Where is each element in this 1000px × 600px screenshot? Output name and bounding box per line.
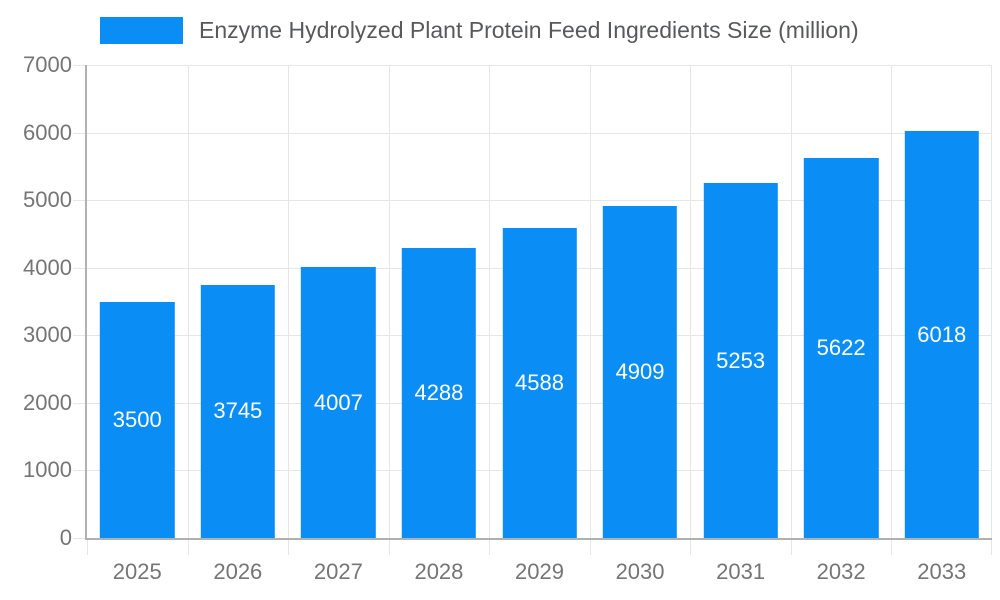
y-axis-tick xyxy=(73,335,85,337)
y-axis-label: 1000 xyxy=(23,457,72,483)
x-axis-label: 2030 xyxy=(615,559,665,584)
x-axis-label: 2031 xyxy=(716,559,766,584)
bar-value-label: 4909 xyxy=(615,359,665,385)
x-axis-label: 2033 xyxy=(917,559,967,584)
y-axis-tick xyxy=(73,402,85,404)
bar-value-label: 5253 xyxy=(716,347,766,373)
y-axis-label: 3000 xyxy=(23,322,72,348)
gridline-vertical xyxy=(489,65,491,538)
bar[interactable]: 3745 xyxy=(200,284,276,538)
legend-swatch-icon xyxy=(100,17,183,44)
gridline-vertical xyxy=(187,65,189,538)
legend[interactable]: Enzyme Hydrolyzed Plant Protein Feed Ing… xyxy=(100,17,859,44)
y-axis-label: 6000 xyxy=(23,119,72,145)
gridline-horizontal xyxy=(87,65,992,66)
x-axis-tick xyxy=(891,540,893,555)
gridline-vertical xyxy=(991,65,992,538)
gridline-vertical xyxy=(690,65,692,538)
x-axis-tick xyxy=(288,540,290,555)
x-axis-tick xyxy=(489,540,491,555)
bar-value-label: 4007 xyxy=(313,389,363,415)
bar[interactable]: 3500 xyxy=(100,301,175,538)
bar-value-label: 3500 xyxy=(112,406,162,432)
y-axis-tick xyxy=(73,132,85,134)
legend-label: Enzyme Hydrolyzed Plant Protein Feed Ing… xyxy=(199,17,859,43)
y-axis-tick xyxy=(73,200,85,202)
x-axis-label: 2027 xyxy=(313,559,363,584)
x-axis-label: 2025 xyxy=(112,559,162,584)
x-axis-label: 2028 xyxy=(414,559,464,584)
bar[interactable]: 5253 xyxy=(703,183,778,538)
gridline-horizontal xyxy=(87,132,992,134)
y-axis-label: 4000 xyxy=(23,254,72,280)
y-axis-tick xyxy=(73,65,85,66)
x-axis-tick xyxy=(790,540,792,555)
gridline-vertical xyxy=(790,65,792,538)
x-axis-tick xyxy=(187,540,189,555)
gridline-vertical xyxy=(288,65,290,538)
bar[interactable]: 4909 xyxy=(602,206,678,538)
gridline-vertical xyxy=(891,65,893,538)
y-axis-label: 7000 xyxy=(23,52,72,77)
bar[interactable]: 6018 xyxy=(904,131,979,538)
bar-value-label: 6018 xyxy=(917,321,967,347)
x-axis-label: 2026 xyxy=(213,559,263,584)
x-axis-tick xyxy=(388,540,390,555)
y-axis-tick xyxy=(73,267,85,269)
gridline-vertical xyxy=(589,65,591,538)
bar[interactable]: 4288 xyxy=(401,248,477,538)
y-axis-label: 5000 xyxy=(23,187,72,213)
y-axis-tick xyxy=(73,470,85,472)
bar-value-label: 4588 xyxy=(515,369,564,395)
y-axis-tick xyxy=(73,538,85,539)
x-axis-tick xyxy=(690,540,692,555)
x-axis-label: 2029 xyxy=(515,559,564,584)
bar[interactable]: 4588 xyxy=(502,227,577,538)
bar[interactable]: 5622 xyxy=(803,158,879,538)
bar-value-label: 5622 xyxy=(816,335,866,361)
gridline-vertical xyxy=(388,65,390,538)
bar-value-label: 4288 xyxy=(414,380,464,406)
x-axis-tick xyxy=(991,540,992,555)
x-axis-tick xyxy=(87,540,88,555)
x-axis-label: 2032 xyxy=(816,559,866,584)
bar-value-label: 3745 xyxy=(213,398,263,424)
gridline-horizontal xyxy=(87,200,992,202)
bar[interactable]: 4007 xyxy=(301,267,376,538)
y-axis-label: 2000 xyxy=(23,389,72,415)
x-axis-tick xyxy=(589,540,591,555)
y-axis-label: 0 xyxy=(59,525,72,550)
plot-area: 0 1000 2000 3000 4000 5000 6000 7000 3500 2025 374… xyxy=(23,52,992,584)
